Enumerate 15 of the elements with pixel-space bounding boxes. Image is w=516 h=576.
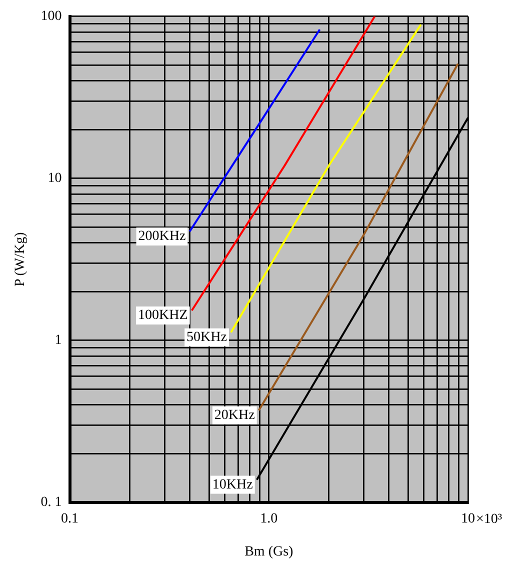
y-tick-label: 10	[48, 171, 62, 186]
text: ×10³	[476, 512, 502, 528]
y-axis-title: P (W/Kg)	[13, 232, 28, 287]
series-label: 20KHz	[214, 408, 255, 424]
series-label: 10KHz	[212, 477, 253, 492]
y-tick-label: 100	[40, 9, 62, 24]
y-tick-label: 0. 1	[40, 495, 62, 510]
series-label: 100KHZ	[138, 308, 188, 324]
y-tick-label: 1	[54, 333, 62, 348]
series-label: 50KHz	[186, 330, 227, 346]
x-tick-label: 1.0	[260, 511, 278, 526]
x-tick-label: 10	[461, 511, 475, 526]
x-axis-title: Bm (Gs)	[244, 544, 294, 560]
series-label: 200KHz	[138, 229, 186, 244]
x-tick-label: 0.1	[61, 511, 79, 526]
